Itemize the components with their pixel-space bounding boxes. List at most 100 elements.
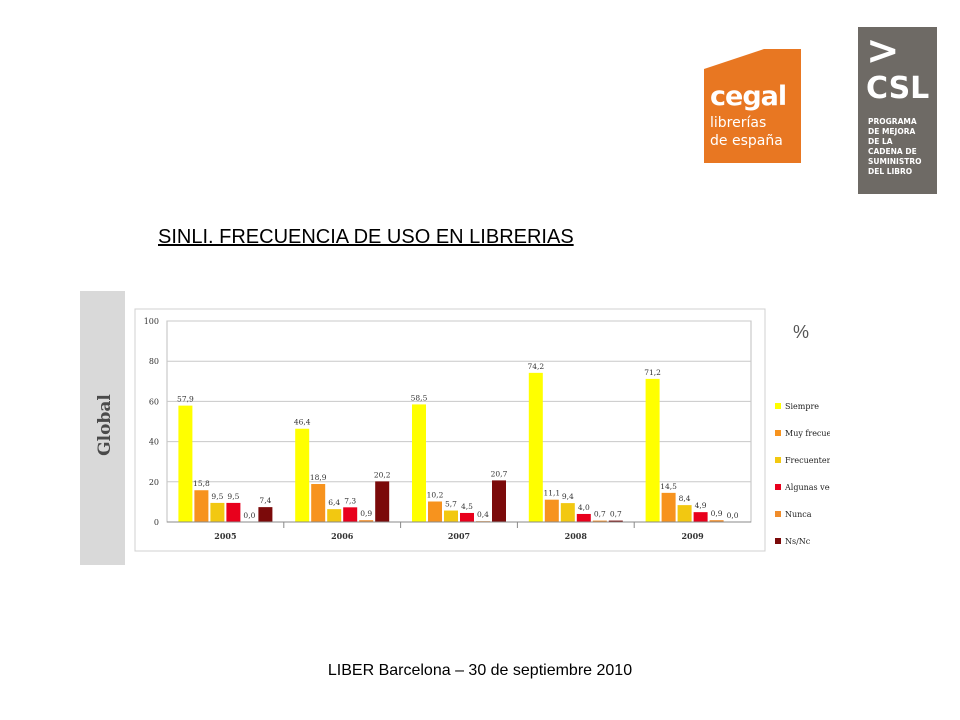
data-label: 14,5 — [660, 482, 677, 491]
footer-text: LIBER Barcelona – 30 de septiembre 2010 — [327, 662, 633, 679]
data-label: 8,4 — [679, 494, 691, 503]
bar — [444, 510, 458, 522]
legend-swatch — [775, 484, 781, 490]
data-label: 0,7 — [610, 510, 622, 519]
data-label: 11,1 — [543, 489, 560, 498]
data-label: 74,2 — [527, 362, 544, 371]
bar — [528, 372, 543, 522]
bar — [560, 503, 575, 522]
x-tick-label: 2007 — [448, 531, 470, 541]
data-label: 0,9 — [360, 509, 372, 518]
data-label: 20,2 — [374, 470, 391, 479]
bar — [375, 481, 390, 522]
data-label: 4,0 — [578, 503, 590, 512]
bar — [194, 490, 209, 522]
legend-label: Nunca — [785, 510, 812, 519]
bar — [608, 520, 623, 522]
csl-logo-line: DEL LIBRO — [868, 167, 913, 176]
data-label: 9,4 — [562, 492, 574, 501]
legend-label: Ns/Nc — [785, 537, 811, 546]
data-label: 46,4 — [294, 418, 311, 427]
csl-logo-line: SUMINISTRO — [868, 157, 922, 166]
legend-label: Muy frecuentemente — [785, 429, 830, 438]
data-label: 18,9 — [310, 473, 327, 482]
csl-logo-line: DE LA — [868, 137, 893, 146]
y-tick-label: 40 — [149, 438, 159, 447]
cegal-logo-line1: librerías — [710, 115, 767, 131]
slide-title: SINLI. FRECUENCIA DE USO EN LIBRERIAS — [158, 226, 574, 248]
data-label: 7,4 — [259, 496, 271, 505]
data-label: 10,2 — [427, 490, 444, 499]
bar — [359, 520, 374, 522]
x-tick-label: 2008 — [565, 531, 588, 541]
bar — [645, 378, 660, 522]
y-tick-label: 100 — [144, 317, 159, 326]
legend-label: Algunas veces — [784, 483, 830, 492]
csl-logo-line: DE MEJORA — [868, 127, 916, 136]
cegal-logo-line2: de españa — [710, 133, 783, 149]
bar — [428, 501, 442, 522]
bar — [693, 512, 708, 522]
bar — [709, 520, 724, 522]
cegal-logo-fold — [704, 49, 764, 69]
legend-swatch — [775, 430, 781, 436]
legend-label: Siempre — [785, 402, 819, 411]
x-tick-label: 2006 — [331, 531, 354, 541]
data-label: 9,5 — [211, 492, 223, 501]
bar — [311, 484, 326, 522]
data-label: 6,4 — [328, 498, 340, 507]
legend-label: Frecuentemente — [785, 456, 830, 465]
data-label: 57,9 — [177, 395, 194, 404]
side-label: Global — [95, 394, 115, 456]
csl-logo: > CSL PROGRAMA DE MEJORA DE LA CADENA DE… — [858, 27, 937, 194]
bar — [343, 507, 358, 522]
data-label: 7,3 — [344, 496, 356, 505]
legend-swatch — [775, 457, 781, 463]
data-label: 15,8 — [193, 479, 210, 488]
x-tick-label: 2005 — [214, 531, 236, 541]
legend-swatch — [775, 511, 781, 517]
bar — [661, 492, 676, 522]
data-label: 0,4 — [477, 510, 489, 519]
data-label: 0,9 — [711, 509, 723, 518]
unit-label: % — [793, 322, 809, 342]
bar — [592, 520, 607, 522]
y-tick-label: 60 — [149, 397, 159, 406]
plot-area — [166, 320, 752, 523]
data-label: 5,7 — [445, 500, 457, 509]
data-label: 0,0 — [727, 511, 739, 520]
bar — [178, 405, 193, 522]
cegal-logo: cegal librerías de españa — [704, 49, 801, 163]
data-label: 20,7 — [491, 469, 508, 478]
bar — [295, 428, 310, 522]
csl-logo-line: PROGRAMA — [868, 117, 917, 126]
data-label: 58,5 — [411, 393, 428, 402]
side-panel: Global — [80, 291, 125, 565]
bar — [492, 480, 506, 522]
legend-swatch — [775, 538, 781, 544]
csl-logo-line: CADENA DE — [868, 147, 917, 156]
bar — [677, 505, 692, 522]
bar — [327, 509, 342, 522]
bar — [226, 502, 241, 522]
bar — [210, 502, 225, 522]
bar — [460, 512, 474, 522]
bar — [412, 404, 426, 522]
csl-chevron-icon: > — [866, 28, 900, 74]
data-label: 4,5 — [461, 502, 473, 511]
cegal-logo-name: cegal — [710, 81, 787, 112]
data-label: 71,2 — [644, 368, 661, 377]
data-label: 0,0 — [243, 511, 255, 520]
x-tick-label: 2009 — [681, 531, 704, 541]
csl-logo-name: CSL — [866, 71, 930, 106]
bar — [576, 513, 591, 522]
y-tick-label: 80 — [149, 357, 159, 366]
legend-swatch — [775, 403, 781, 409]
data-label: 4,9 — [695, 501, 707, 510]
y-tick-label: 20 — [149, 478, 159, 487]
bar — [258, 507, 273, 522]
bar — [544, 499, 559, 522]
data-label: 9,5 — [227, 492, 239, 501]
y-tick-label: 0 — [154, 518, 159, 527]
